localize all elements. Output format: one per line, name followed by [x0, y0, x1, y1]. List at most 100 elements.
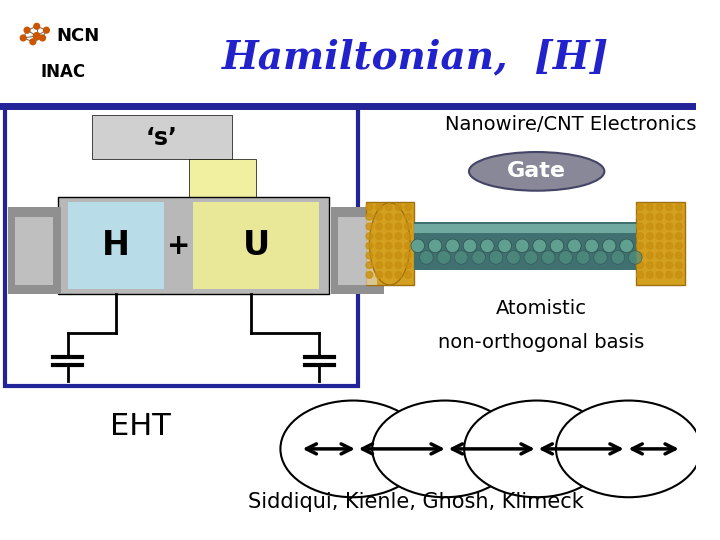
Circle shape — [446, 239, 459, 253]
Circle shape — [366, 242, 373, 249]
Circle shape — [405, 204, 411, 211]
Text: Nanowire/CNT Electronics: Nanowire/CNT Electronics — [445, 116, 696, 134]
Circle shape — [30, 39, 36, 45]
Circle shape — [636, 213, 644, 220]
Circle shape — [675, 262, 682, 268]
Circle shape — [420, 251, 433, 264]
Ellipse shape — [469, 152, 604, 191]
Circle shape — [656, 204, 663, 211]
Circle shape — [498, 239, 511, 253]
Circle shape — [395, 233, 402, 240]
Circle shape — [366, 213, 373, 220]
Circle shape — [647, 204, 653, 211]
Circle shape — [405, 213, 411, 220]
Circle shape — [675, 252, 682, 259]
Circle shape — [636, 223, 644, 230]
Circle shape — [385, 262, 392, 268]
Circle shape — [405, 252, 411, 259]
Circle shape — [395, 242, 402, 249]
Circle shape — [666, 252, 672, 259]
Circle shape — [636, 242, 644, 249]
Circle shape — [647, 213, 653, 220]
Circle shape — [594, 251, 607, 264]
Bar — [14, 217, 53, 285]
Bar — [338, 217, 377, 285]
Circle shape — [395, 204, 402, 211]
Bar — [8, 207, 61, 294]
Circle shape — [428, 239, 442, 253]
Circle shape — [636, 233, 644, 240]
Circle shape — [385, 204, 392, 211]
Circle shape — [666, 213, 672, 220]
Circle shape — [666, 272, 672, 278]
Circle shape — [463, 239, 477, 253]
Circle shape — [385, 233, 392, 240]
Circle shape — [480, 239, 494, 253]
Bar — [636, 202, 685, 285]
Text: ‘s’: ‘s’ — [145, 125, 177, 150]
Circle shape — [647, 252, 653, 259]
Circle shape — [385, 223, 392, 230]
Circle shape — [366, 252, 373, 259]
Circle shape — [507, 251, 521, 264]
Circle shape — [366, 262, 373, 268]
Circle shape — [385, 272, 392, 278]
Text: INAC: INAC — [40, 63, 86, 81]
Circle shape — [675, 272, 682, 278]
Circle shape — [567, 239, 581, 253]
Bar — [58, 198, 329, 294]
Text: Gate: Gate — [507, 161, 566, 181]
Circle shape — [376, 252, 382, 259]
Text: NCN: NCN — [56, 27, 99, 45]
Circle shape — [20, 35, 26, 41]
Circle shape — [675, 223, 682, 230]
Circle shape — [620, 239, 634, 253]
Circle shape — [559, 251, 572, 264]
Circle shape — [395, 252, 402, 259]
Circle shape — [395, 213, 402, 220]
Circle shape — [385, 242, 392, 249]
Circle shape — [24, 28, 30, 33]
Circle shape — [40, 35, 45, 41]
Circle shape — [666, 242, 672, 249]
Circle shape — [405, 223, 411, 230]
Circle shape — [366, 204, 373, 211]
Text: U: U — [243, 230, 270, 262]
Circle shape — [366, 233, 373, 240]
Circle shape — [366, 272, 373, 278]
Circle shape — [376, 204, 382, 211]
Circle shape — [629, 251, 642, 264]
Circle shape — [34, 23, 40, 29]
Circle shape — [647, 262, 653, 268]
Circle shape — [43, 28, 49, 33]
Circle shape — [524, 251, 538, 264]
Circle shape — [376, 223, 382, 230]
Circle shape — [385, 213, 392, 220]
Circle shape — [675, 242, 682, 249]
Circle shape — [516, 239, 529, 253]
Bar — [366, 202, 414, 285]
Text: Siddiqui, Kienle, Ghosh, Klimeck: Siddiqui, Kienle, Ghosh, Klimeck — [248, 492, 584, 512]
Circle shape — [647, 223, 653, 230]
Circle shape — [376, 272, 382, 278]
Circle shape — [666, 233, 672, 240]
Circle shape — [666, 204, 672, 211]
Bar — [92, 115, 232, 159]
Circle shape — [405, 233, 411, 240]
Circle shape — [437, 251, 451, 264]
Circle shape — [376, 213, 382, 220]
Circle shape — [395, 272, 402, 278]
Circle shape — [541, 251, 555, 264]
Circle shape — [395, 223, 402, 230]
Circle shape — [647, 272, 653, 278]
Circle shape — [376, 233, 382, 240]
Text: H: H — [102, 230, 130, 262]
Bar — [414, 224, 636, 233]
Circle shape — [395, 262, 402, 268]
Circle shape — [405, 272, 411, 278]
Bar — [68, 202, 164, 289]
Circle shape — [656, 272, 663, 278]
Circle shape — [405, 262, 411, 268]
Circle shape — [366, 223, 373, 230]
Circle shape — [666, 223, 672, 230]
